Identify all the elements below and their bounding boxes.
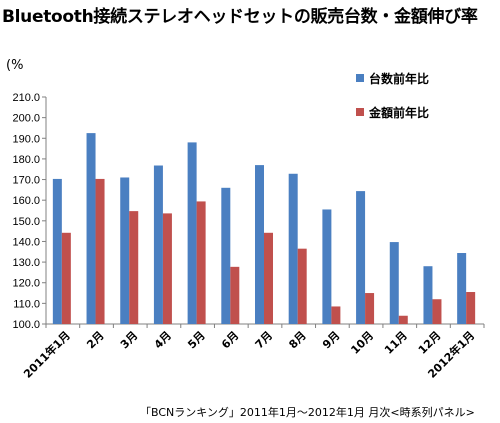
y-tick-label: 100.0: [12, 319, 40, 331]
bar-unit-ratio: [356, 191, 366, 324]
bar-unit-ratio: [153, 165, 163, 324]
bar-amount-ratio: [196, 201, 206, 324]
bar-amount-ratio: [466, 292, 476, 324]
x-tick-label: 5月: [185, 329, 207, 351]
bars: [52, 133, 476, 324]
bar-unit-ratio: [187, 142, 197, 324]
bar-amount-ratio: [365, 293, 375, 324]
bar-unit-ratio: [288, 173, 298, 324]
source-note: 「BCNランキング」2011年1月〜2012年1月 月次<時系列パネル>: [140, 406, 475, 419]
bar-amount-ratio: [264, 232, 273, 324]
x-tick-label: 4月: [152, 329, 174, 351]
y-tick-label: 180.0: [12, 154, 40, 166]
bar-amount-ratio: [162, 213, 172, 324]
bar-amount-ratio: [129, 211, 139, 324]
bar-unit-ratio: [389, 242, 399, 324]
y-tick-label: 210.0: [12, 92, 40, 104]
y-axis-label: (%: [6, 58, 23, 73]
y-tick-label: 190.0: [12, 133, 40, 145]
x-tick-label: 2月: [84, 329, 106, 351]
y-tick-label: 150.0: [12, 216, 40, 228]
y-tick-label: 200.0: [12, 113, 40, 125]
y-tick-label: 170.0: [12, 175, 40, 187]
bar-unit-ratio: [120, 177, 130, 324]
x-tick-label: 11月: [382, 329, 410, 357]
bar-unit-ratio: [86, 133, 96, 324]
x-tick-label: 7月: [253, 329, 275, 351]
legend-label: 台数前年比: [369, 71, 429, 86]
y-tick-label: 120.0: [12, 278, 40, 290]
bar-unit-ratio: [221, 187, 231, 324]
y-tick-label: 110.0: [13, 298, 40, 310]
x-tick-label: 8月: [286, 329, 308, 351]
x-tick-label: 12月: [416, 329, 444, 357]
x-tick-label: 3月: [118, 329, 140, 351]
legend-swatch: [356, 74, 364, 82]
y-axis: (% 100.0 110.0 120.0 130.0 140.0 150.0 160.0 170…: [6, 58, 47, 331]
x-tick-label: 10月: [348, 329, 376, 357]
bar-unit-ratio: [52, 178, 62, 324]
bar-amount-ratio: [61, 232, 71, 324]
legend-swatch: [356, 108, 364, 116]
y-tick-label: 160.0: [12, 195, 40, 207]
legend-label: 金額前年比: [368, 105, 429, 120]
bar-amount-ratio: [432, 299, 442, 324]
bar-amount-ratio: [230, 266, 240, 324]
bar-amount-ratio: [95, 178, 105, 324]
bar-unit-ratio: [423, 266, 433, 324]
bar-unit-ratio: [322, 209, 332, 324]
bar-unit-ratio: [255, 165, 264, 324]
x-tick-label: 6月: [219, 329, 241, 351]
bar-amount-ratio: [331, 306, 341, 324]
x-tick-label: 2011年1月: [20, 328, 73, 381]
bar-amount-ratio: [297, 248, 307, 324]
y-tick-label: 130.0: [12, 257, 40, 269]
y-tick-label: 140.0: [12, 236, 40, 248]
bar-unit-ratio: [457, 253, 467, 324]
chart-title: Bluetooth接続ステレオヘッドセットの販売台数・金額伸び率: [2, 7, 478, 27]
x-tick-label: 9月: [320, 329, 342, 351]
bar-amount-ratio: [398, 315, 408, 324]
